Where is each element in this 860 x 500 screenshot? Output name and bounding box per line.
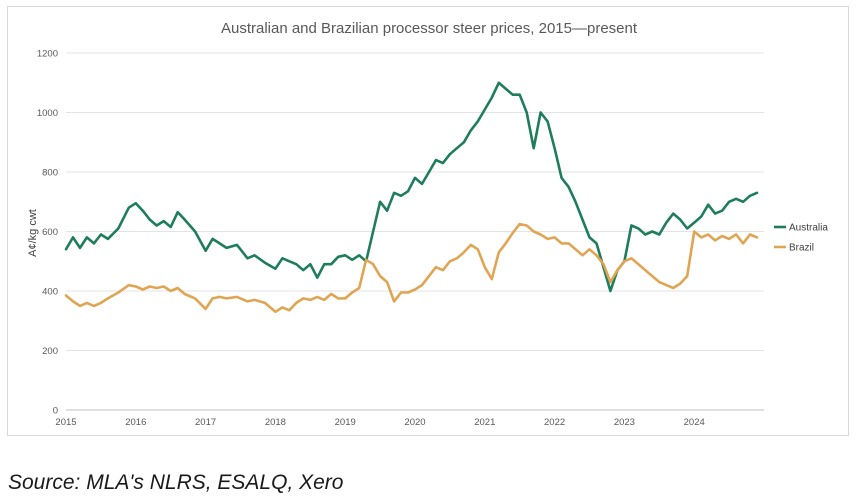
legend-item-australia: Australia bbox=[774, 223, 828, 234]
gridlines bbox=[66, 52, 764, 411]
x-tick-label: 2024 bbox=[684, 417, 705, 428]
x-tick-label: 2021 bbox=[474, 417, 495, 428]
legend: Australia Brazil bbox=[774, 223, 828, 254]
x-tick-label: 2019 bbox=[335, 417, 356, 428]
x-tick-labels: 2015 2016 2017 2018 2019 2020 2021 2022 2023 2024 bbox=[55, 417, 704, 428]
legend-label: Australia bbox=[789, 223, 828, 234]
series-line-brazil bbox=[64, 222, 759, 314]
series-lines bbox=[64, 81, 759, 314]
y-tick-label: 600 bbox=[42, 227, 58, 238]
y-axis-label: A¢/kg cwt bbox=[27, 209, 39, 257]
x-tick-label: 2018 bbox=[265, 417, 286, 428]
y-tick-label: 800 bbox=[42, 168, 58, 179]
legend-label: Brazil bbox=[789, 243, 814, 254]
x-tick-label: 2022 bbox=[544, 417, 565, 428]
chart-title: Australian and Brazilian processor steer… bbox=[221, 20, 638, 37]
y-tick-label: 0 bbox=[53, 406, 58, 417]
y-tick-label: 1200 bbox=[37, 49, 58, 60]
x-tick-label: 2015 bbox=[55, 417, 76, 428]
x-tick-label: 2020 bbox=[404, 417, 425, 428]
x-tick-label: 2023 bbox=[614, 417, 635, 428]
price-line-chart: Australian and Brazilian processor steer… bbox=[27, 20, 828, 428]
source-note: Source: MLA's NLRS, ESALQ, Xero bbox=[8, 471, 344, 494]
series-line-australia bbox=[64, 81, 759, 293]
y-tick-labels: 0 200 400 600 800 1000 1200 bbox=[37, 49, 58, 417]
chart-frame: Australian and Brazilian processor steer… bbox=[7, 6, 849, 436]
y-tick-label: 400 bbox=[42, 287, 58, 298]
legend-item-brazil: Brazil bbox=[774, 243, 814, 254]
y-tick-label: 1000 bbox=[37, 108, 58, 119]
y-tick-label: 200 bbox=[42, 346, 58, 357]
x-tick-label: 2017 bbox=[195, 417, 216, 428]
x-tick-label: 2016 bbox=[125, 417, 146, 428]
